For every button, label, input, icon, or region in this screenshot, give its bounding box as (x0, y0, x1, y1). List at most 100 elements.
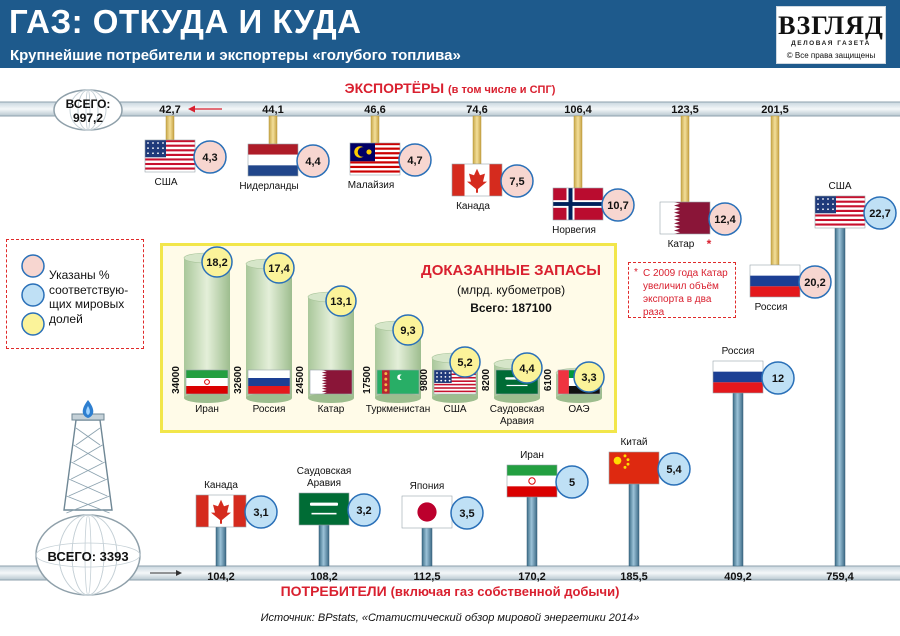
reserve-value-label: 32600 (233, 366, 244, 394)
reserve-share-bubble (392, 314, 424, 346)
reserve-share-value: 13,1 (330, 296, 351, 308)
consumer-pipe (526, 496, 538, 567)
flag-turkmenistan (376, 369, 420, 395)
logo-tagline: ДЕЛОВАЯ ГАЗЕТА (791, 40, 871, 47)
reserves-title: ДОКАЗАННЫЕ ЗАПАСЫ (0, 262, 900, 279)
stripe (434, 388, 476, 391)
exporter-pipeline (0, 102, 900, 116)
consumer-share-bubble (347, 493, 381, 527)
reserve-country-label: Аравия (500, 416, 534, 427)
flag-part (713, 382, 763, 393)
export-share-value: 20,2 (804, 277, 825, 289)
star (162, 147, 164, 150)
consumer-value-label: 104,2 (207, 571, 235, 583)
reserve-cylinder-base (375, 393, 421, 403)
reserve-share-value: 3,3 (581, 372, 596, 384)
exporter-canada: 74,6 7,5 Канада (451, 104, 534, 212)
sword (506, 384, 528, 387)
stripe (434, 375, 476, 377)
consumer-pipe (421, 527, 433, 567)
reserve-russia: 17,4 32600 Россия (233, 252, 295, 415)
consumer-pipe (732, 392, 744, 567)
stripe (815, 212, 865, 215)
exporters-heading-main: ЭКСПОРТЁРЫ (344, 80, 445, 96)
stripe (434, 392, 476, 394)
export-value-label: 42,7 (159, 104, 180, 116)
reserve-qatar: 13,1 24500 Катар (295, 285, 357, 415)
reserves-total: Всего: 187100 (0, 301, 900, 315)
reserve-value-label: 24500 (295, 366, 306, 394)
flow-arrow-head (188, 105, 195, 113)
logo-name: ВЗГЛЯД (778, 11, 884, 40)
consumers-total-globe: ВСЕГО: 3393 (35, 400, 141, 596)
derrick-brace (68, 478, 108, 497)
flag-usa (144, 139, 196, 173)
star (444, 379, 447, 382)
consumer-pipeline (0, 566, 900, 580)
flag-netherlands (247, 143, 299, 177)
consumer-canada: 3,1 Канада 104,2 (195, 480, 278, 583)
export-share-value: 7,5 (509, 176, 524, 188)
crescent-cut (399, 374, 405, 380)
reserve-share-bubble (325, 285, 357, 317)
consumer-country-label: Аравия (307, 478, 341, 489)
flag-part (186, 370, 228, 378)
reserve-cylinder-base (556, 393, 602, 403)
export-value-label: 201,5 (761, 104, 789, 116)
flag-part (507, 465, 557, 476)
reserve-cylinder-base (432, 393, 478, 403)
star (444, 375, 447, 378)
export-share-bubble (708, 202, 742, 236)
reserve-country-label: Туркменистан (366, 404, 430, 415)
flag-canada (195, 494, 247, 528)
consumers-heading: ПОТРЕБИТЕЛИ (включая газ собственной доб… (0, 583, 900, 599)
star (822, 208, 824, 211)
reserve-value-label: 17500 (362, 366, 373, 394)
flag-part (299, 493, 349, 525)
stripe (350, 163, 400, 166)
flag-part (248, 154, 298, 166)
carpet-gul (384, 383, 388, 387)
globe-meridian (69, 89, 107, 131)
exporter-russia: 201,5 20,2 Россия (749, 104, 832, 313)
exporter-malaysia: 46,6 4,7 Малайзия (348, 104, 432, 191)
publisher-logo[interactable]: ВЗГЛЯД ДЕЛОВАЯ ГАЗЕТА © Все права защище… (776, 6, 886, 64)
stripe (350, 168, 400, 171)
reserve-share-bubble (511, 352, 543, 384)
consumer-share-bubble (555, 465, 589, 499)
star (366, 149, 372, 155)
legend-export-swatch (21, 254, 45, 278)
derrick-brace (66, 495, 110, 514)
qatar-footnote: * С 2009 года Катар увеличил объём экспо… (628, 262, 736, 318)
star (152, 147, 154, 150)
exporter-netherlands: 44,1 4,4 Нидерланды (239, 104, 330, 192)
star (448, 372, 451, 374)
exporter-qatar: 123,5 12,4 Катар * (659, 104, 742, 251)
stripe (434, 390, 476, 393)
flag-part (248, 370, 290, 378)
flag-part (553, 202, 603, 206)
star (157, 152, 159, 155)
flag-norway (552, 187, 604, 221)
reserve-iran: 18,2 34000 Иран (171, 246, 233, 415)
star (822, 198, 824, 200)
star (817, 203, 819, 206)
export-country-label: Россия (755, 302, 788, 313)
exporters-total-label: ВСЕГО: (66, 97, 111, 111)
source-note: Источник: BPstats, «Статистический обзор… (260, 612, 640, 624)
reserve-uae: 3,3 6100 ОАЭ (543, 361, 605, 415)
stripe (145, 151, 195, 154)
export-note-mark: * (707, 237, 712, 251)
consumer-country-label: США (828, 181, 851, 192)
export-value-label: 46,6 (364, 104, 385, 116)
flag-usa (814, 195, 866, 229)
small-star (623, 465, 627, 469)
flag-russia (247, 369, 291, 395)
flag-usa (433, 369, 477, 395)
consumer-share-value: 5,4 (666, 464, 682, 476)
star (817, 208, 819, 211)
star (827, 203, 829, 206)
reserve-share-bubble (573, 361, 605, 393)
carpet-gul (384, 388, 388, 392)
